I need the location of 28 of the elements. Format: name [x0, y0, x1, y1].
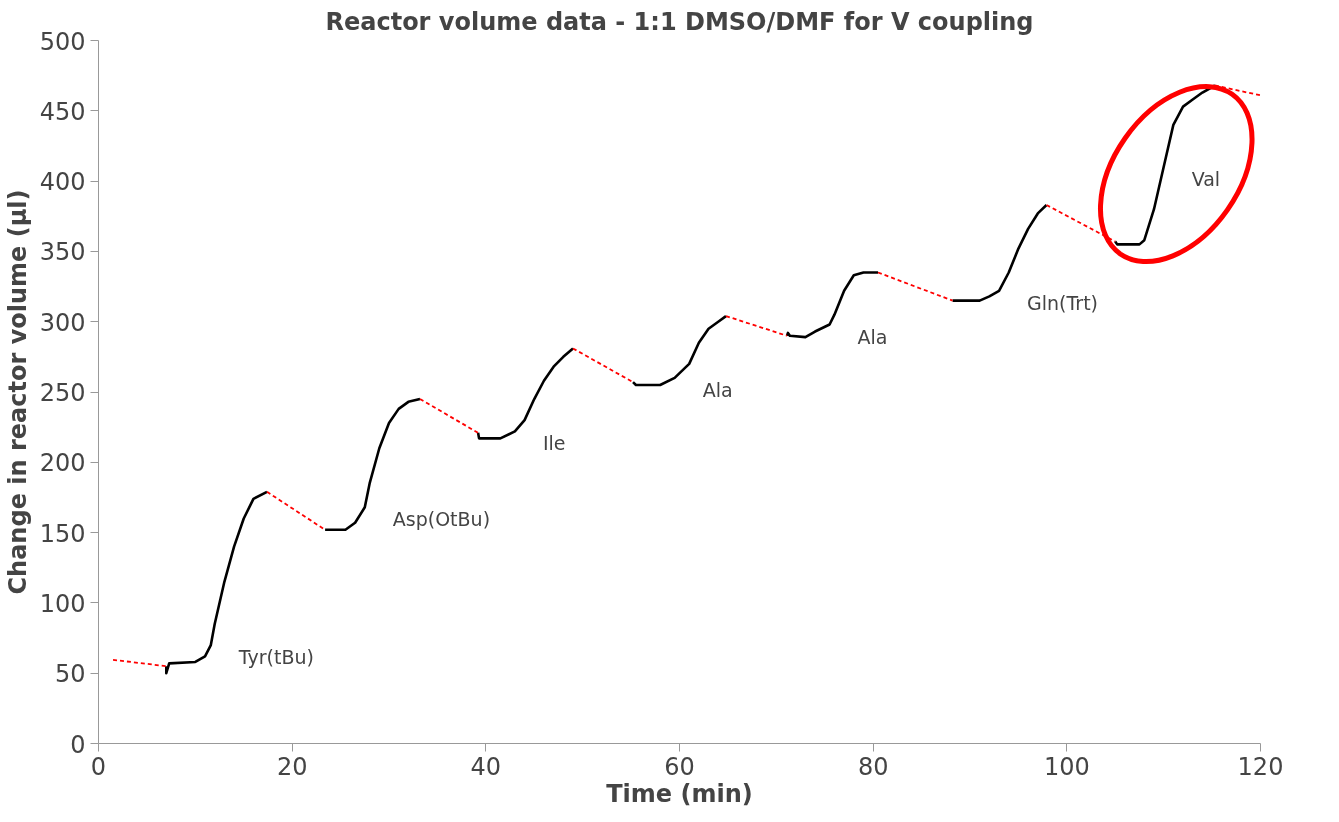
annotation: Val [1191, 168, 1221, 191]
annotation: Asp(OtBu) [392, 508, 491, 531]
y-tick-label: 50 [54, 660, 86, 689]
x-axis-title: Time (min) [606, 779, 753, 808]
x-tick-label: 80 [857, 752, 889, 781]
y-tick-label: 450 [39, 97, 86, 126]
x-tick-label: 20 [276, 752, 308, 781]
y-tick-label: 250 [39, 379, 86, 407]
y-tick-label: 500 [39, 27, 86, 56]
x-tick-label: 0 [90, 752, 107, 781]
y-tick-label: 300 [39, 308, 86, 337]
y-tick-label: 200 [39, 449, 86, 478]
annotation: Tyr(tBu) [237, 646, 314, 669]
x-tick-label: 120 [1237, 752, 1284, 781]
y-tick-label: 400 [39, 168, 86, 197]
annotation: Ala [702, 378, 733, 401]
annotation: Gln(Trt) [1027, 291, 1098, 314]
x-tick-label: 60 [664, 752, 695, 781]
y-tick-label: 0 [70, 730, 86, 759]
y-tick-label: 100 [39, 589, 86, 618]
y-tick-label: 150 [39, 519, 86, 548]
annotation: Ala [857, 325, 888, 348]
annotation: Ile [542, 432, 566, 455]
x-tick-label: 40 [470, 752, 502, 781]
x-tick-label: 100 [1043, 752, 1090, 781]
chart-title: Reactor volume data - 1:1 DMSO/DMF for V coupling [325, 7, 1034, 36]
y-tick-label: 350 [39, 238, 86, 267]
y-axis-title: Change in reactor volume (µl) [3, 189, 32, 595]
